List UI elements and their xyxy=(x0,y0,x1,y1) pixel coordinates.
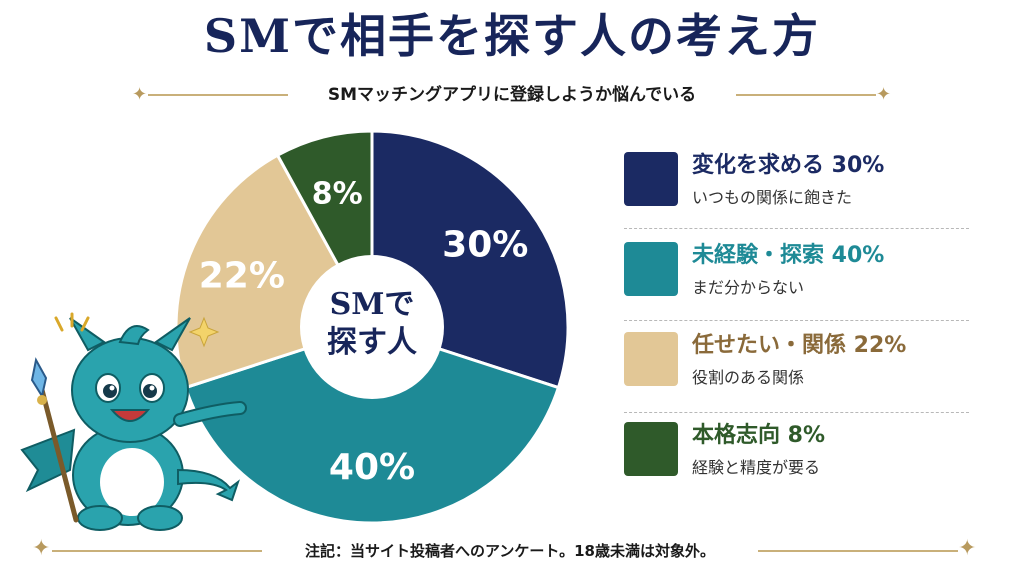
pie-data-label: 8% xyxy=(312,176,363,211)
legend-swatch xyxy=(624,332,678,386)
legend-item-explore: 未経験・探索 40% まだ分からない xyxy=(624,240,969,330)
legend-divider xyxy=(624,320,969,321)
pie-slice xyxy=(183,325,561,525)
legend-divider xyxy=(624,228,969,229)
left-divider xyxy=(148,94,288,96)
pie-data-label: 30% xyxy=(442,225,528,266)
staff-icon xyxy=(30,357,79,523)
legend-swatch xyxy=(624,152,678,206)
legend-subtitle: 経験と精度が要る xyxy=(692,458,821,477)
page-title: SMで相手を探す人の考え方 xyxy=(203,9,821,63)
exclamation-icon xyxy=(54,312,90,332)
left-sparkle-icon: ✦ xyxy=(132,84,148,105)
legend-subtitle: いつもの関係に飽きた xyxy=(692,188,853,207)
legend-title: 変化を求める 30% xyxy=(692,153,885,178)
footer-note: 注記：当サイト投稿者へのアンケート。18歳未満は対象外。 xyxy=(305,542,715,560)
legend-swatch xyxy=(624,242,678,296)
pie-data-labels: 30% 40% 22% 8% xyxy=(199,176,529,488)
footer-right-divider xyxy=(758,550,958,552)
legend-title: 任せたい・関係 22% xyxy=(692,333,907,358)
donut-hole xyxy=(300,255,444,399)
footer-row: ✦ 注記：当サイト投稿者へのアンケート。18歳未満は対象外。 ✦ xyxy=(30,536,990,566)
pie-data-label: 40% xyxy=(329,447,415,488)
legend-item-serious: 本格志向 8% 経験と精度が要る xyxy=(624,420,969,510)
subtitle-row: ✦ SMマッチングアプリに登録しようか悩んでいる ✦ xyxy=(130,80,894,110)
legend-title: 未経験・探索 40% xyxy=(692,243,885,268)
legend-divider xyxy=(624,412,969,413)
center-label-line2: 探す人 xyxy=(327,325,417,360)
right-divider xyxy=(736,94,876,96)
pie-data-label: 22% xyxy=(199,255,285,296)
sparkle-icon xyxy=(188,316,220,348)
footer-left-divider xyxy=(52,550,262,552)
legend-subtitle: まだ分からない xyxy=(692,278,805,297)
right-sparkle-icon: ✦ xyxy=(876,84,892,105)
subtitle: SMマッチングアプリに登録しようか悩んでいる xyxy=(327,85,697,105)
footer-right-sparkle-icon: ✦ xyxy=(958,536,977,561)
legend: 変化を求める 30% いつもの関係に飽きた 未経験・探索 40% まだ分からない… xyxy=(624,150,969,510)
footer-left-sparkle-icon: ✦ xyxy=(32,536,51,561)
center-label-line1: SMで xyxy=(330,287,415,322)
legend-item-change: 変化を求める 30% いつもの関係に飽きた xyxy=(624,150,969,240)
legend-subtitle: 役割のある関係 xyxy=(692,368,805,387)
legend-item-relationship: 任せたい・関係 22% 役割のある関係 xyxy=(624,330,969,420)
legend-title: 本格志向 8% xyxy=(692,423,826,448)
legend-swatch xyxy=(624,422,678,476)
